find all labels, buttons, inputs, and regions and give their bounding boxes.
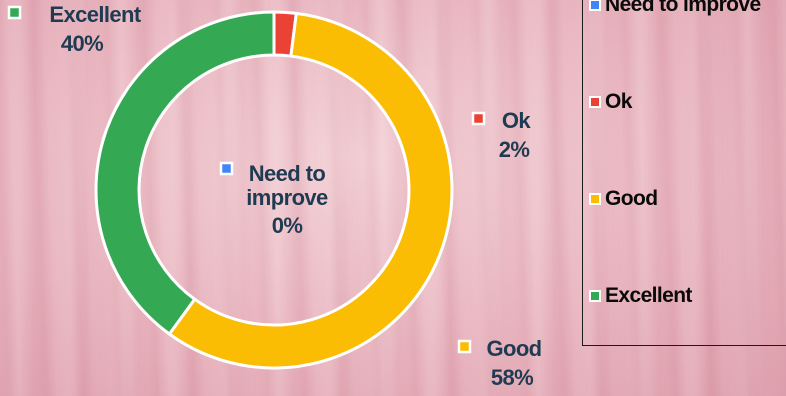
legend: Need to improve Ok Good Excellent (582, 0, 786, 346)
data-label-value-excellent: 40% (61, 31, 103, 56)
data-label-value-need-to-improve: 0% (272, 213, 303, 238)
data-label-name-need-to-improve-0: Need to (249, 161, 326, 186)
data-label-value-good: 58% (491, 365, 533, 390)
legend-swatch-good (589, 193, 601, 205)
slice-excellent[interactable] (94, 10, 276, 336)
data-label-value-ok: 2% (499, 137, 530, 162)
legend-label-need-to-improve: Need to improve (605, 0, 761, 16)
legend-item-excellent[interactable]: Excellent (589, 284, 692, 308)
label-swatch-ok (471, 111, 486, 126)
legend-swatch-ok (589, 96, 601, 108)
legend-label-ok: Ok (605, 90, 632, 113)
legend-label-good: Good (605, 187, 658, 210)
legend-item-good[interactable]: Good (589, 187, 658, 211)
legend-label-excellent: Excellent (605, 284, 692, 307)
label-swatch-excellent (7, 5, 22, 20)
label-swatch-need-to-improve (219, 161, 234, 176)
legend-item-need-to-improve[interactable]: Need to improve (589, 0, 761, 17)
legend-swatch-need-to-improve (589, 0, 601, 11)
donut-slices (94, 10, 454, 370)
data-label-name-need-to-improve-1: improve (246, 185, 328, 210)
label-swatch-good (457, 339, 472, 354)
data-label-name-excellent: Excellent (49, 2, 141, 27)
data-label-name-good: Good (486, 336, 541, 361)
legend-item-ok[interactable]: Ok (589, 90, 632, 114)
data-label-name-ok: Ok (502, 108, 532, 133)
legend-swatch-excellent (589, 290, 601, 302)
slice-good[interactable] (167, 11, 454, 370)
